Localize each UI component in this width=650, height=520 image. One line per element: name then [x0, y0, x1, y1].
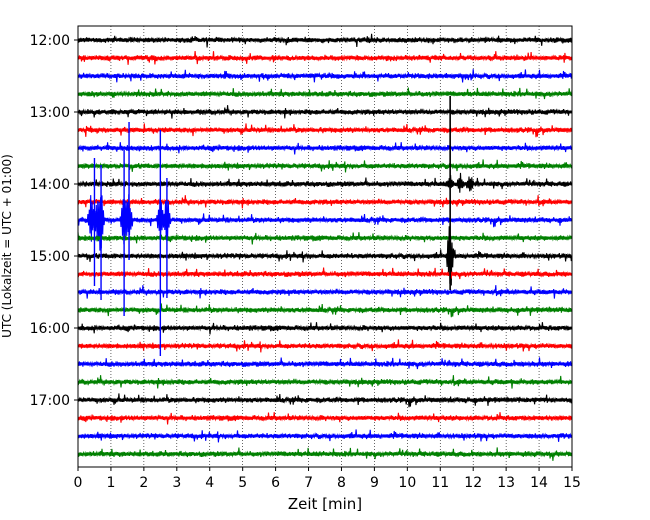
- x-tick-label: 15: [563, 475, 581, 491]
- x-tick-label: 8: [337, 475, 346, 491]
- plot-frame: [77, 25, 573, 468]
- seismic-trace: [77, 195, 573, 209]
- x-ticks: 0 1 2 3 4 5 6 7 8 9 10 11 12 13 14 15: [74, 467, 581, 491]
- seismic-trace: [77, 159, 573, 173]
- x-tick-label: 12: [464, 475, 482, 491]
- seismic-trace: [77, 33, 573, 48]
- x-tick-label: 1: [106, 475, 115, 491]
- seismic-trace: [77, 393, 573, 408]
- x-tick-label: 14: [530, 475, 548, 491]
- y-tick-label: 13:00: [30, 105, 70, 121]
- seismic-trace: [77, 339, 573, 353]
- seismic-trace: [77, 357, 573, 370]
- seismic-trace: [77, 105, 573, 119]
- x-tick-label: 11: [431, 475, 449, 491]
- traces: [77, 33, 573, 461]
- x-tick-label: 10: [398, 475, 416, 491]
- seismic-trace: [77, 142, 573, 155]
- y-tick-label: 15:00: [30, 249, 70, 265]
- x-tick-label: 4: [205, 475, 214, 491]
- seismic-trace: [77, 429, 573, 443]
- seismic-trace: [77, 51, 573, 65]
- x-tick-label: 13: [497, 475, 515, 491]
- y-tick-label: 12:00: [30, 33, 70, 49]
- x-tick-label: 2: [139, 475, 148, 491]
- seismic-trace: [77, 303, 573, 318]
- seismic-trace: [77, 267, 573, 280]
- seismic-trace: [77, 375, 573, 389]
- x-tick-label: 9: [370, 475, 379, 491]
- seismic-trace: [77, 123, 573, 138]
- x-tick-label: 7: [304, 475, 313, 491]
- y-tick-label: 14:00: [30, 177, 70, 193]
- y-axis-label: UTC (Lokalzeit = UTC + 01:00): [0, 154, 14, 338]
- x-axis-label: Zeit [min]: [288, 495, 362, 513]
- seismic-trace: [77, 69, 573, 83]
- seismic-trace: [77, 172, 573, 193]
- seismic-trace: [77, 447, 573, 461]
- y-tick-label: 17:00: [30, 393, 70, 409]
- x-tick-label: 0: [74, 475, 83, 491]
- x-tick-label: 3: [172, 475, 181, 491]
- seismic-trace: [77, 322, 573, 335]
- seismic-trace: [77, 232, 573, 245]
- seismic-trace: [77, 87, 573, 100]
- x-tick-label: 6: [271, 475, 280, 491]
- y-ticks: 12:00 13:00 14:00 15:00 16:00 17:00: [30, 33, 78, 409]
- seismic-trace: [77, 285, 573, 299]
- seismic-trace: [77, 412, 573, 425]
- x-tick-label: 5: [238, 475, 247, 491]
- y-tick-label: 16:00: [30, 321, 70, 337]
